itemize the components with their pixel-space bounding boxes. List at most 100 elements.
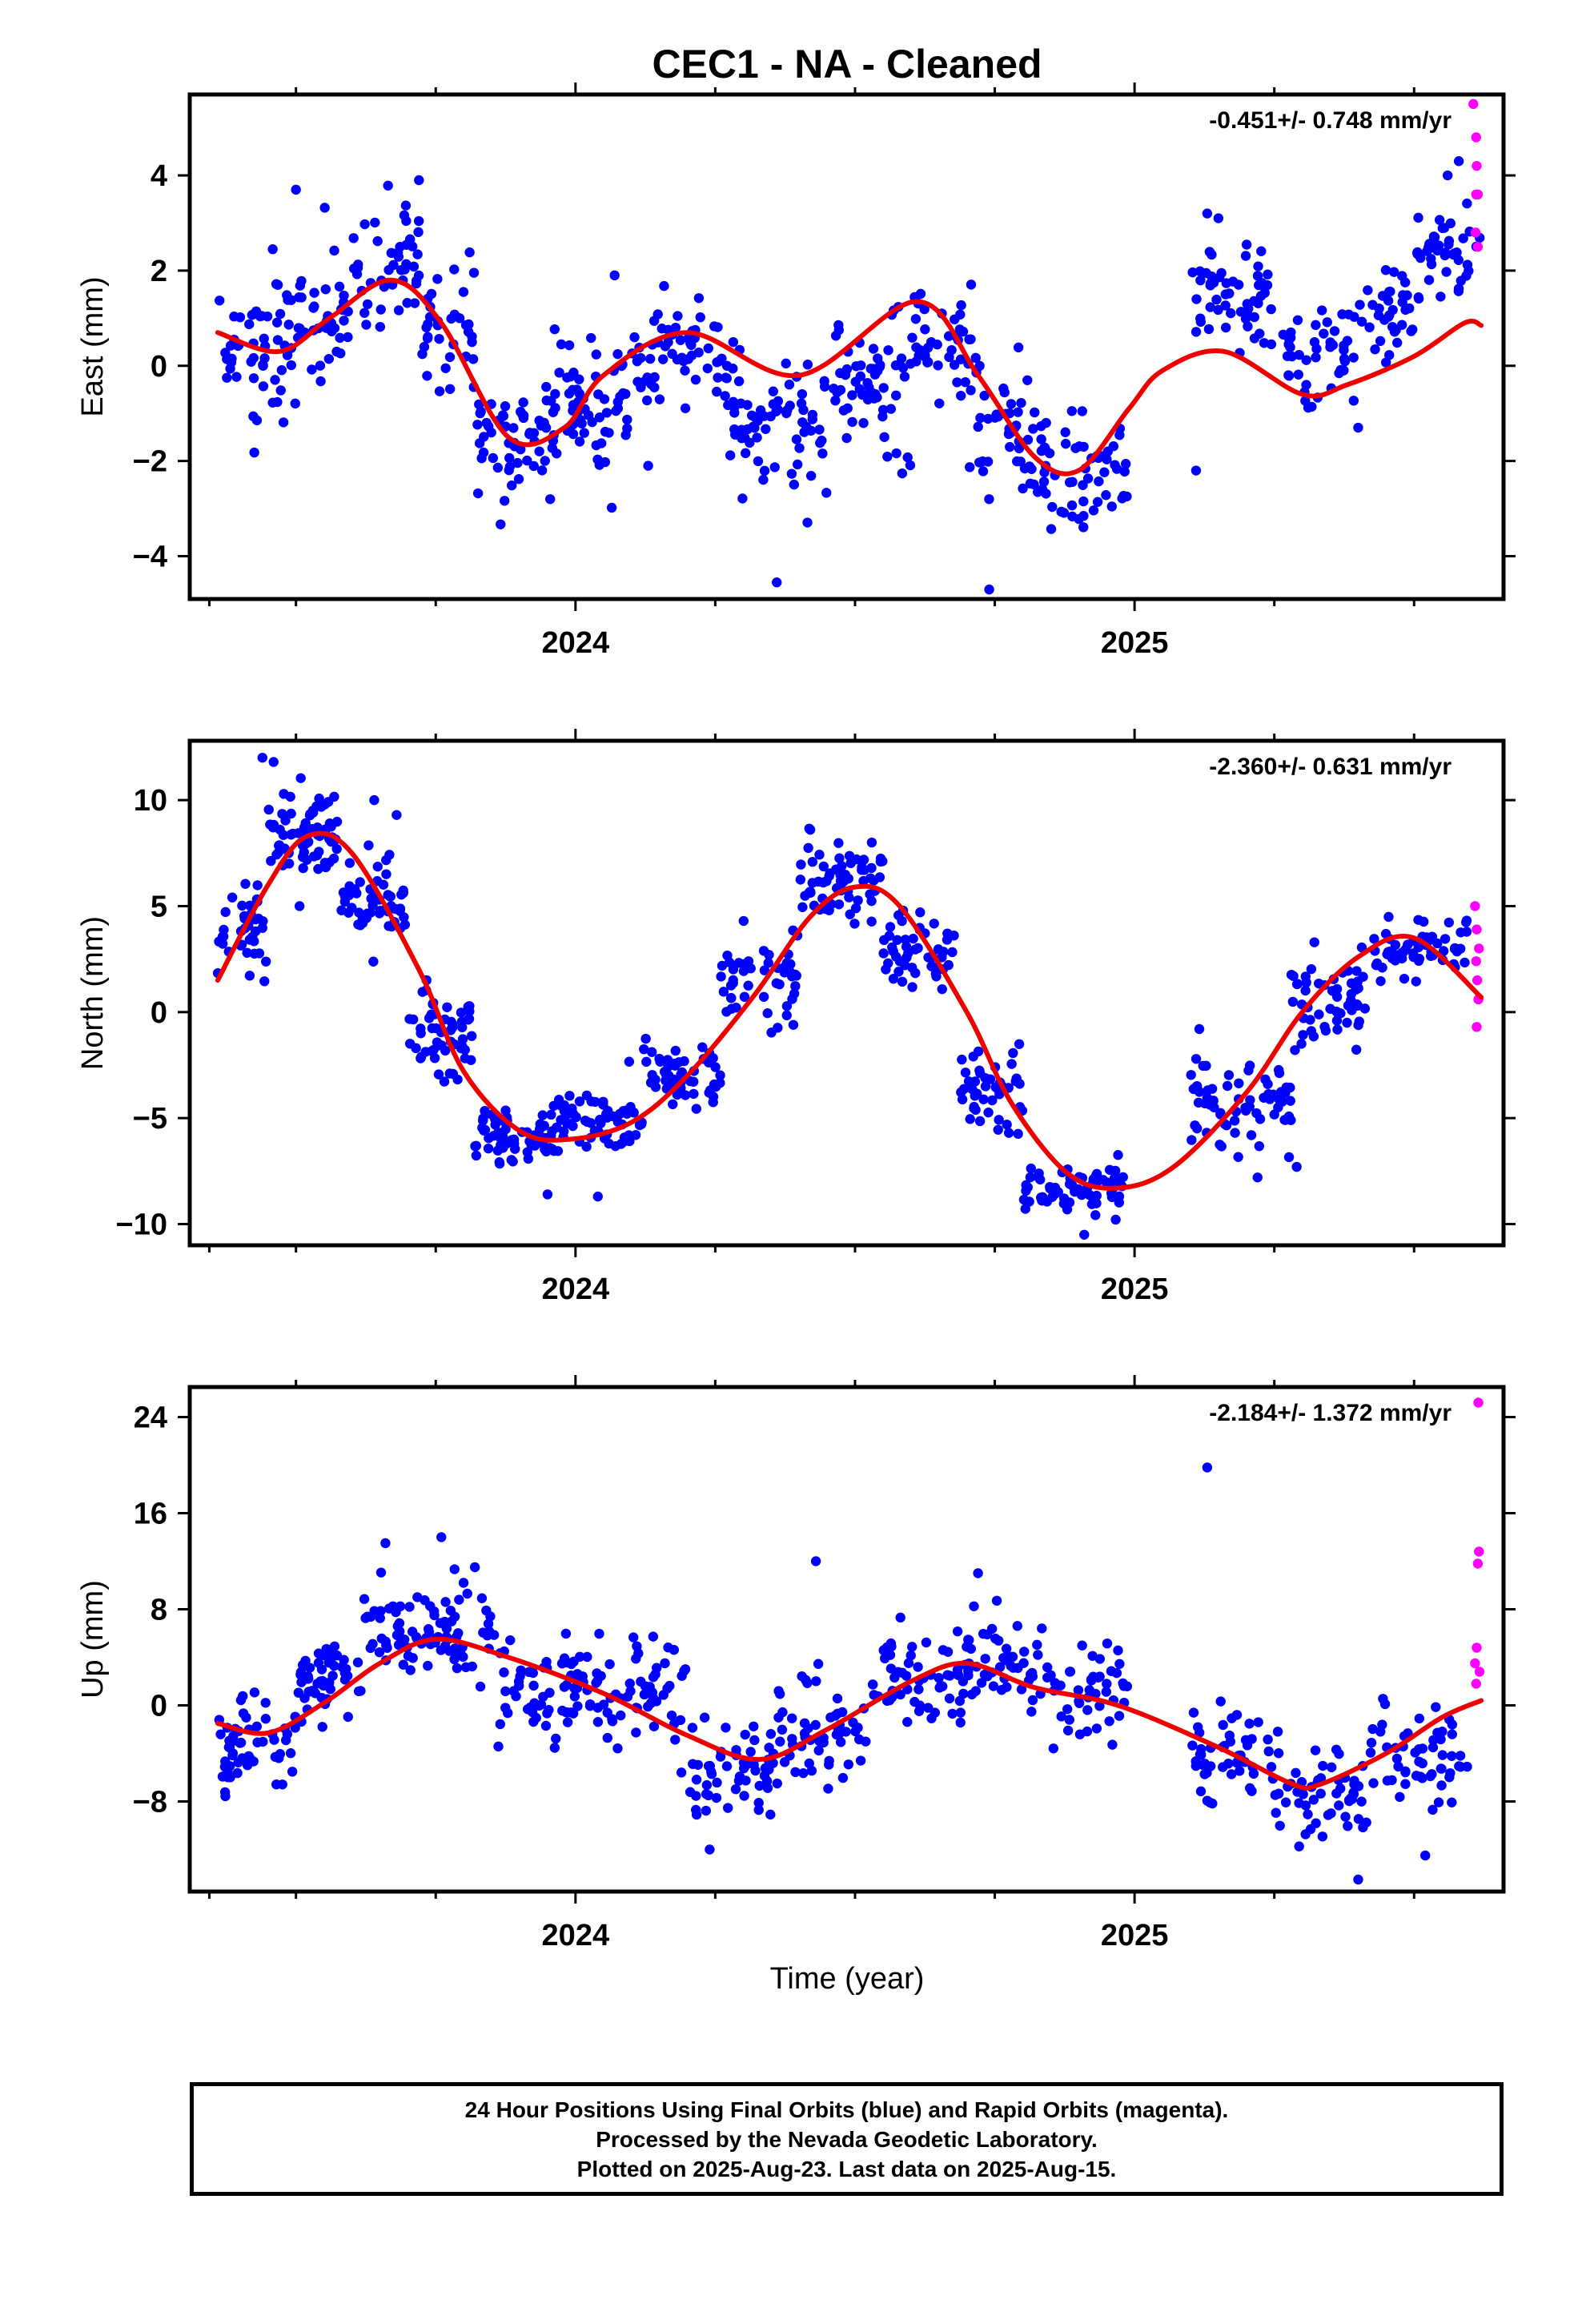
north-final-orbit-point [624, 1136, 635, 1147]
north-final-orbit-point [897, 976, 908, 987]
north-final-orbit-point [1010, 1076, 1021, 1087]
up-final-orbit-point [1414, 1713, 1425, 1724]
north-final-orbit-point [1216, 1141, 1227, 1152]
up-final-orbit-point [691, 1809, 702, 1820]
up-final-orbit-point [980, 1654, 990, 1664]
north-final-orbit-point [1439, 934, 1451, 944]
up-final-orbit-point [287, 1767, 298, 1777]
north-final-orbit-point [1331, 1006, 1342, 1017]
up-final-orbit-point [1263, 1746, 1274, 1757]
east-final-orbit-point [975, 412, 986, 424]
north-final-orbit-point [900, 935, 911, 945]
east-final-orbit-point [1377, 291, 1388, 301]
up-final-orbit-point [538, 1691, 548, 1702]
up-final-orbit-point [423, 1660, 433, 1671]
east-final-orbit-point [549, 324, 560, 335]
east-final-orbit-point [657, 354, 669, 364]
east-final-orbit-point [422, 371, 432, 381]
east-final-orbit-point [896, 353, 907, 364]
north-final-orbit-point [1033, 1172, 1044, 1183]
north-final-orbit-point [835, 870, 845, 880]
up-final-orbit-point [1114, 1659, 1125, 1669]
up-final-orbit-point [1001, 1643, 1012, 1654]
up-final-orbit-point [582, 1651, 592, 1663]
east-final-orbit-point [769, 462, 780, 472]
east-final-orbit-point [283, 295, 293, 305]
east-final-orbit-point [960, 376, 970, 388]
east-final-orbit-point [910, 314, 921, 324]
up-final-orbit-point [1347, 1794, 1357, 1804]
up-final-orbit-point [998, 1653, 1009, 1663]
north-final-orbit-point [1298, 1030, 1308, 1040]
up-final-orbit-point [1205, 1761, 1216, 1771]
up-final-orbit-point [811, 1676, 821, 1687]
east-final-orbit-point [1205, 302, 1215, 312]
east-final-orbit-point [1110, 460, 1120, 470]
north-final-orbit-point [526, 1140, 537, 1151]
north-final-orbit-point [471, 1150, 482, 1161]
east-final-orbit-point [454, 313, 465, 324]
up-final-orbit-point [1377, 1719, 1387, 1730]
up-final-orbit-point [1368, 1778, 1379, 1788]
up-final-orbit-point [592, 1668, 602, 1679]
east-final-orbit-point [1030, 407, 1040, 418]
up-y-axis-title: Up (mm) [76, 1580, 110, 1699]
north-final-orbit-point [965, 1114, 975, 1124]
north-final-orbit-point [219, 924, 229, 935]
east-final-orbit-point [1041, 417, 1051, 428]
north-final-orbit-point [436, 1040, 447, 1051]
east-final-orbit-point [944, 352, 954, 363]
east-final-orbit-point [982, 413, 994, 424]
east-final-orbit-point [830, 331, 841, 341]
east-final-orbit-point [675, 335, 686, 345]
up-final-orbit-point [1437, 1750, 1448, 1760]
north-final-orbit-point [715, 1078, 725, 1088]
up-final-orbit-point [721, 1723, 731, 1733]
north-final-orbit-point [785, 967, 795, 977]
up-final-orbit-point [861, 1736, 871, 1747]
east-final-orbit-point [248, 411, 259, 422]
east-final-orbit-point [1252, 271, 1263, 281]
up-final-orbit-point [260, 1698, 271, 1708]
up-final-orbit-point [701, 1789, 712, 1799]
east-final-orbit-point [323, 353, 335, 364]
north-final-orbit-point [266, 855, 276, 866]
east-x-tick-label: 2025 [1101, 626, 1169, 660]
up-final-orbit-point [753, 1798, 764, 1808]
up-final-orbit-point [1437, 1726, 1447, 1737]
up-final-orbit-point [699, 1712, 710, 1723]
east-rapid-orbit-point [1471, 132, 1481, 143]
up-final-orbit-point [1104, 1716, 1114, 1727]
up-final-orbit-point [458, 1578, 469, 1588]
up-final-orbit-point [1263, 1734, 1273, 1745]
east-final-orbit-point [270, 375, 280, 385]
east-final-orbit-point [659, 280, 669, 292]
up-final-orbit-point [923, 1703, 934, 1713]
east-final-orbit-point [721, 360, 733, 371]
north-final-orbit-point [399, 912, 409, 923]
up-final-orbit-point [562, 1717, 573, 1727]
east-y-tick-label: 0 [151, 350, 167, 384]
east-final-orbit-point [1412, 247, 1423, 258]
north-final-orbit-point [1286, 969, 1297, 980]
east-final-orbit-point [404, 234, 416, 244]
north-final-orbit-point [725, 980, 737, 991]
up-final-orbit-point [353, 1686, 364, 1697]
north-final-orbit-point [739, 991, 750, 1002]
east-final-orbit-point [596, 438, 607, 448]
east-final-orbit-point [693, 293, 705, 304]
up-final-orbit-point [741, 1775, 751, 1786]
up-final-orbit-point [436, 1532, 447, 1542]
up-final-orbit-point [947, 1708, 958, 1719]
north-final-orbit-point [980, 1081, 991, 1092]
up-final-orbit-point [765, 1809, 776, 1820]
east-final-orbit-point [1235, 307, 1247, 317]
north-final-orbit-point [254, 948, 265, 959]
north-final-orbit-point [1022, 1182, 1033, 1192]
east-final-orbit-point [329, 245, 339, 256]
up-final-orbit-point [1191, 1760, 1202, 1771]
north-final-orbit-point [546, 1109, 556, 1120]
east-final-orbit-point [492, 462, 504, 473]
north-final-orbit-point [1246, 1130, 1257, 1140]
north-final-orbit-point [762, 1008, 773, 1019]
